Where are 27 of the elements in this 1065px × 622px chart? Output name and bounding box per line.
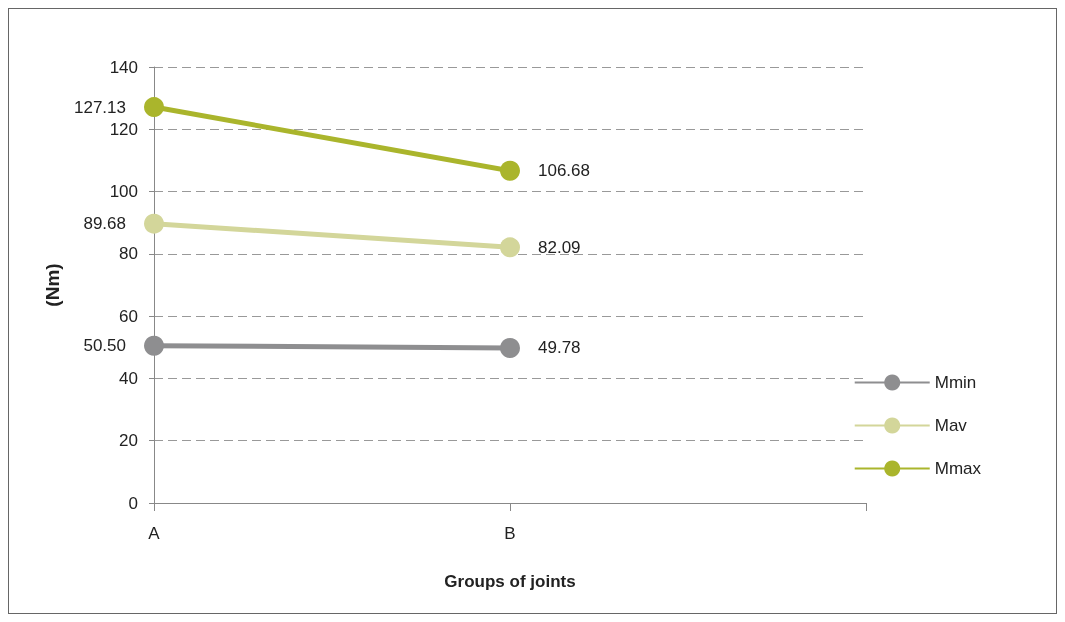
y-tick-label: 0	[128, 493, 138, 513]
point	[144, 213, 164, 234]
y-axis-title: (Nm)	[42, 263, 63, 307]
y-tick-label: 60	[119, 306, 138, 326]
y-tick-label: 140	[109, 57, 138, 77]
point	[500, 160, 520, 181]
data-label: 82.09	[538, 237, 581, 257]
data-label: 127.13	[74, 97, 126, 117]
y-tick-label: 100	[109, 182, 138, 202]
x-axis-title: Groups of joints	[444, 572, 576, 591]
y-tick-label: 120	[109, 119, 138, 139]
point	[500, 237, 520, 258]
legend-label: Mav	[934, 416, 968, 435]
y-tick-label: 40	[119, 368, 138, 388]
legend-label: Mmax	[934, 459, 982, 478]
point	[144, 335, 164, 356]
x-tick-label: A	[148, 524, 161, 543]
point	[144, 97, 164, 118]
data-label: 89.68	[83, 214, 127, 234]
x-tick-label: B	[504, 524, 516, 543]
y-tick-label: 80	[119, 244, 138, 264]
y-tick-label: 20	[119, 431, 138, 451]
data-label: 106.68	[538, 161, 590, 181]
data-label: 50.50	[83, 336, 127, 356]
point	[500, 337, 520, 358]
data-label: 49.78	[538, 338, 581, 358]
legend-label: Mmin	[934, 373, 977, 392]
